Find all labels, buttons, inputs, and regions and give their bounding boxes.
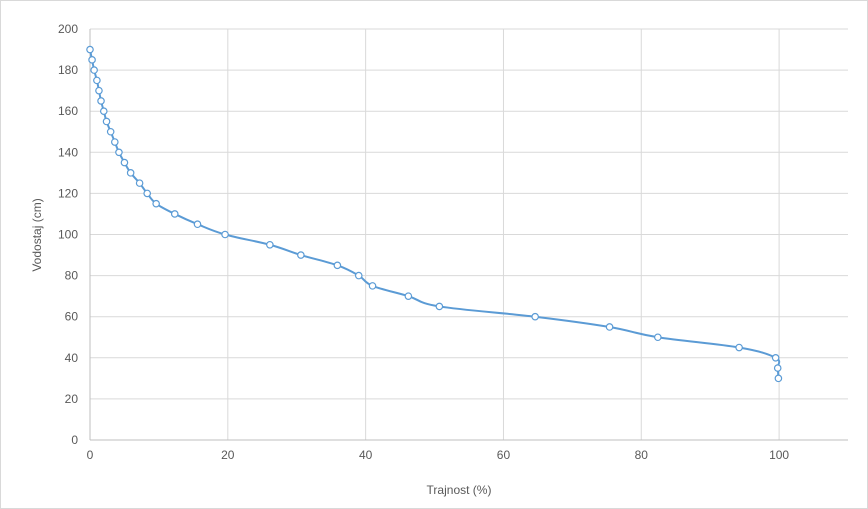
data-point xyxy=(111,138,119,146)
x-tick-label: 20 xyxy=(221,448,235,462)
data-point xyxy=(106,127,115,136)
data-point xyxy=(86,45,94,54)
y-tick-label: 100 xyxy=(58,228,78,242)
data-point xyxy=(654,333,662,342)
data-point xyxy=(774,374,783,383)
data-point xyxy=(93,76,101,85)
tick-labels: 0 20 40 60 80 100 120 140 160 180 200 0 20 40 60 80 100 xyxy=(58,22,789,462)
data-point xyxy=(102,117,111,126)
axes xyxy=(89,29,848,441)
data-point xyxy=(297,251,305,259)
y-tick-label: 40 xyxy=(65,351,79,365)
data-point xyxy=(333,261,342,270)
data-point xyxy=(435,302,444,311)
data-point xyxy=(773,364,782,372)
data-point xyxy=(115,148,123,157)
y-tick-label: 160 xyxy=(58,104,78,118)
data-point xyxy=(90,66,98,74)
data-point xyxy=(266,240,274,249)
y-tick-label: 60 xyxy=(65,310,79,324)
data-point xyxy=(88,56,96,64)
data-point xyxy=(143,189,151,198)
data-point xyxy=(95,86,103,95)
x-tick-label: 60 xyxy=(497,448,511,462)
y-tick-label: 180 xyxy=(58,63,78,77)
y-axis-title: Vodostaj (cm) xyxy=(30,198,44,271)
data-point xyxy=(531,312,539,321)
y-tick-label: 200 xyxy=(58,22,78,36)
data-point xyxy=(404,292,413,300)
y-tick-label: 20 xyxy=(65,392,79,406)
data-point xyxy=(152,199,160,208)
y-tick-label: 80 xyxy=(65,269,79,283)
data-point xyxy=(135,179,144,187)
x-tick-label: 100 xyxy=(769,448,789,462)
grid xyxy=(90,28,848,440)
data-point xyxy=(354,271,363,280)
data-point xyxy=(735,343,743,352)
data-point xyxy=(97,97,105,105)
data-point xyxy=(771,353,780,362)
x-tick-label: 40 xyxy=(359,448,373,462)
data-point xyxy=(120,158,129,167)
data-point xyxy=(126,169,135,177)
x-tick-label: 0 xyxy=(87,448,94,462)
markers xyxy=(86,45,783,383)
y-tick-label: 120 xyxy=(58,186,78,200)
x-axis-title: Trajnost (%) xyxy=(427,483,492,497)
data-point xyxy=(99,107,108,116)
data-point xyxy=(368,282,377,290)
data-point xyxy=(170,210,179,218)
y-tick-label: 140 xyxy=(58,145,78,159)
data-point xyxy=(221,230,229,239)
y-tick-label: 0 xyxy=(71,433,78,447)
x-tick-label: 80 xyxy=(635,448,649,462)
data-point xyxy=(193,220,202,229)
series-line xyxy=(89,49,781,379)
data-point xyxy=(605,323,614,331)
